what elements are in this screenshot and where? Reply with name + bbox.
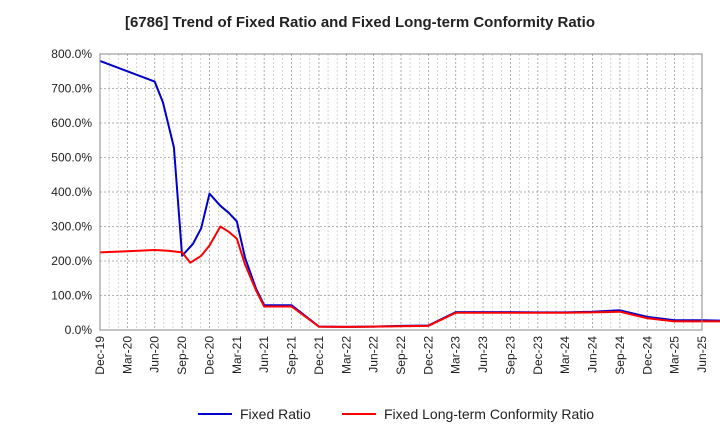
y-tick-label: 300.0% — [51, 220, 92, 234]
x-tick-label: Mar-20 — [120, 336, 134, 374]
y-tick-label: 200.0% — [51, 254, 92, 268]
x-tick-label: Sep-21 — [285, 336, 299, 375]
axis-ticks: 0.0% 100.0% 200.0% 300.0% 400.0% 500.0% 600.0%… — [51, 47, 709, 375]
x-tick-label: Sep-22 — [394, 336, 408, 375]
grid-lines — [99, 53, 703, 331]
legend: Fixed Ratio Fixed Long-term Conformity Ra… — [198, 406, 594, 422]
series-lines — [99, 59, 720, 328]
chart-title: [6786] Trend of Fixed Ratio and Fixed Lo… — [124, 14, 596, 31]
x-tick-label: Mar-23 — [449, 336, 463, 374]
x-tick-label: Dec-20 — [202, 336, 216, 375]
legend-label: Fixed Ratio — [240, 406, 311, 422]
y-tick-label: 400.0% — [51, 185, 92, 199]
x-tick-label: Mar-24 — [558, 336, 572, 374]
x-tick-label: Dec-22 — [421, 336, 435, 375]
x-tick-label: Jun-23 — [476, 336, 490, 373]
x-tick-label: Mar-25 — [668, 336, 682, 374]
y-tick-label: 700.0% — [51, 82, 92, 96]
x-tick-label: Mar-21 — [230, 336, 244, 374]
x-tick-label: Dec-24 — [640, 336, 654, 375]
x-tick-label: Jun-24 — [586, 336, 600, 373]
x-tick-label: Dec-19 — [93, 336, 107, 375]
x-tick-label: Jun-21 — [257, 336, 271, 373]
x-tick-label: Mar-22 — [339, 336, 353, 374]
x-tick-label: Sep-23 — [503, 336, 517, 375]
plot-frame — [99, 53, 703, 331]
series-line — [99, 225, 720, 328]
x-tick-label: Jun-25 — [695, 336, 709, 373]
y-tick-label: 800.0% — [51, 47, 92, 61]
x-tick-label: Jun-22 — [367, 336, 381, 373]
y-tick-label: 600.0% — [51, 116, 92, 130]
y-tick-label: 500.0% — [51, 151, 92, 165]
x-tick-label: Sep-24 — [613, 336, 627, 375]
y-tick-label: 0.0% — [65, 323, 93, 337]
x-tick-label: Jun-20 — [148, 336, 162, 373]
x-tick-label: Dec-21 — [312, 336, 326, 375]
x-tick-label: Dec-23 — [531, 336, 545, 375]
x-tick-label: Sep-20 — [175, 336, 189, 375]
y-tick-label: 100.0% — [51, 289, 92, 303]
legend-label: Fixed Long-term Conformity Ratio — [384, 406, 594, 422]
